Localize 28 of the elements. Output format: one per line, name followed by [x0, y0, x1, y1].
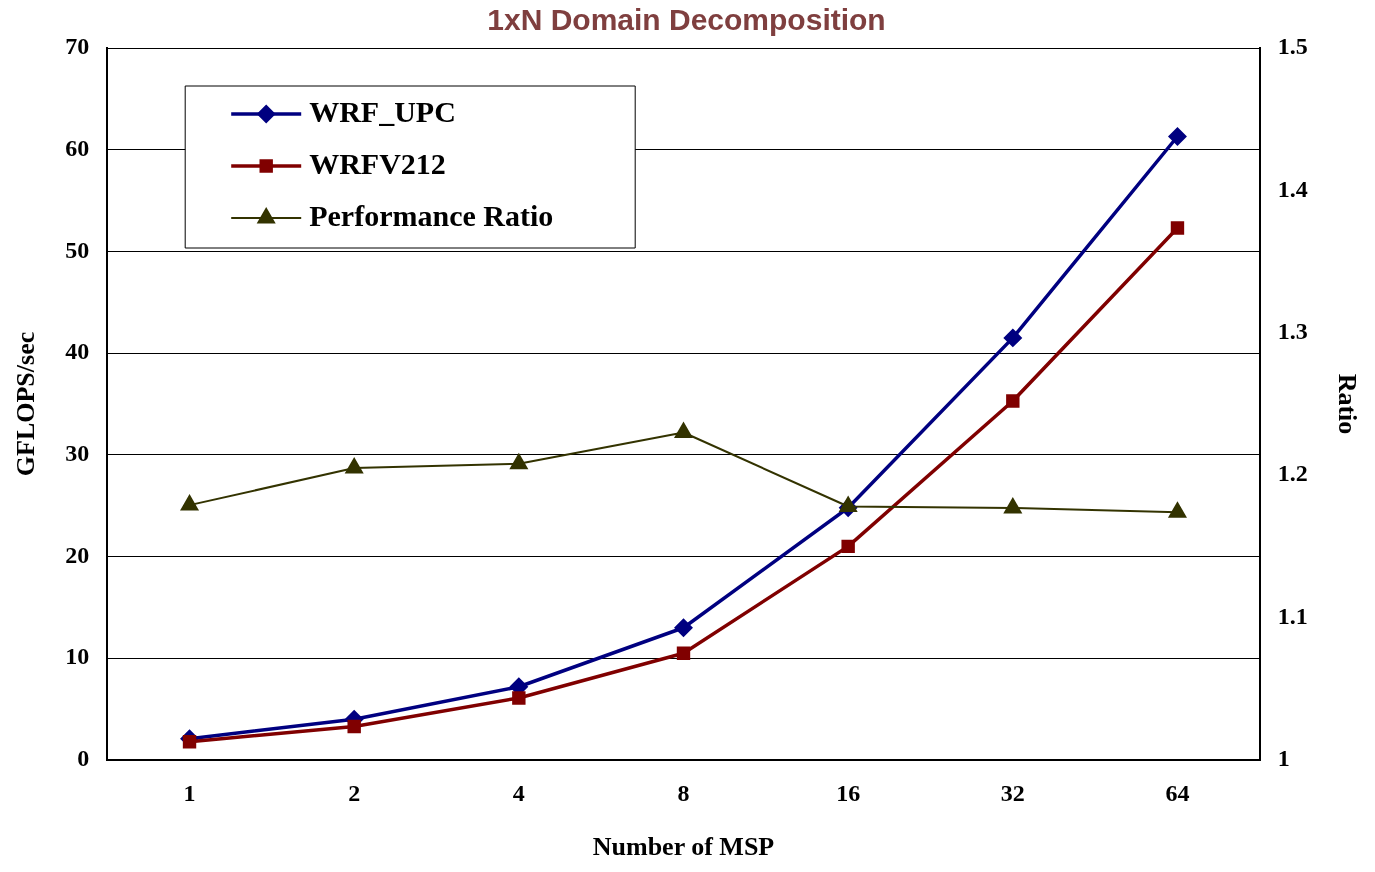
legend-label: Performance Ratio	[309, 198, 554, 232]
x-tick-label: 16	[836, 779, 861, 806]
x-tick-label: 4	[512, 779, 525, 806]
y-tick-label: 0	[77, 745, 90, 772]
y-axis-title: GFLOPS/sec	[11, 331, 41, 477]
x-tick-label: 8	[677, 779, 690, 806]
y2-tick-label: 1.1	[1277, 602, 1308, 629]
x-tick-label: 64	[1165, 779, 1190, 806]
y-tick-label: 60	[65, 134, 90, 161]
y-tick-label: 30	[65, 440, 90, 467]
y2-axis-title: Ratio	[1332, 373, 1362, 435]
legend-label: WRF_UPC	[309, 94, 456, 128]
y-tick-label: 20	[65, 541, 90, 568]
legend-label: WRFV212	[309, 146, 446, 180]
y-tick-label: 70	[65, 33, 90, 60]
y-tick-label: 10	[65, 643, 90, 670]
y2-tick-label: 1.4	[1277, 175, 1308, 202]
x-axis-title: Number of MSP	[592, 832, 775, 862]
y2-tick-label: 1.3	[1277, 318, 1308, 344]
y2-tick-label: 1.5	[1277, 33, 1308, 60]
y-tick-label: 40	[65, 338, 90, 365]
y2-tick-label: 1.2	[1277, 460, 1308, 487]
y-tick-label: 50	[65, 236, 90, 263]
y2-tick-label: 1	[1277, 745, 1290, 772]
chart-title: 1xN Domain Decomposition	[487, 3, 886, 37]
x-tick-label: 1	[183, 779, 196, 806]
x-tick-label: 2	[348, 779, 361, 806]
x-tick-label: 32	[1000, 779, 1025, 806]
